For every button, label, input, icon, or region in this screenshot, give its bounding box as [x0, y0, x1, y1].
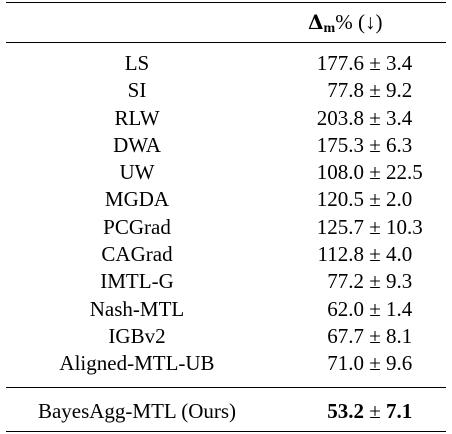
table-row: MGDA 120.5 ±2.0 — [6, 186, 446, 213]
top-rule — [6, 2, 446, 4]
table-row: DWA 175.3 ±6.3 — [6, 132, 446, 159]
table-body: LS 177.6 ±3.4 SI 77.8 ±9.2 RLW 203.8 ±3.4 D… — [6, 50, 446, 378]
table-row: Nash-MTL 62.0 ±1.4 — [6, 296, 446, 323]
table-header: Δm% (↓) — [6, 6, 446, 40]
table-row: PCGrad 125.7 ±10.3 — [6, 214, 446, 241]
ours-row: BayesAgg-MTL (Ours) 53.2 ±7.1 — [6, 396, 446, 426]
metric-symbol: Δ — [308, 10, 324, 34]
bottom-rule — [6, 431, 446, 433]
metric-direction: (↓) — [357, 10, 383, 34]
metric-value: 62.0 ±1.4 — [327, 296, 413, 321]
metric-value: 125.7 ±10.3 — [316, 214, 423, 239]
table-row: IMTL-G 77.2 ±9.3 — [6, 268, 446, 295]
metric-value: 108.0 ±22.5 — [316, 160, 423, 185]
table-row: CAGrad 112.8 ±4.0 — [6, 241, 446, 268]
method-name: LS — [124, 51, 150, 75]
metric-value: 77.8 ±9.2 — [327, 78, 413, 103]
method-name: Aligned-MTL-UB — [59, 351, 215, 376]
metric-value: 77.2 ±9.3 — [327, 269, 413, 294]
metric-value: 175.3 ±6.3 — [316, 132, 413, 157]
method-name: Nash-MTL — [89, 296, 185, 321]
metric-value: 112.8 ±4.0 — [317, 242, 413, 267]
table-row: SI 77.8 ±9.2 — [6, 77, 446, 104]
metric-header: Δm% (↓) — [308, 10, 382, 37]
method-name: SI — [127, 78, 147, 103]
table-row: LS 177.6 ±3.4 — [6, 50, 446, 77]
ours-metric-value: 53.2 ±7.1 — [327, 399, 413, 423]
metric-value: 177.6 ±3.4 — [316, 51, 413, 75]
method-name: IMTL-G — [100, 269, 174, 294]
header-rule — [6, 42, 446, 43]
method-name: RLW — [114, 105, 160, 130]
table-row: RLW 203.8 ±3.4 — [6, 105, 446, 132]
table-row: IGBv2 67.7 ±8.1 — [6, 323, 446, 350]
method-name: IGBv2 — [108, 323, 166, 348]
ours-method-name: BayesAgg-MTL (Ours) — [37, 399, 237, 423]
metric-unit: % — [335, 10, 353, 34]
metric-subscript: m — [323, 21, 336, 36]
method-name: DWA — [113, 132, 161, 157]
table-row: Aligned-MTL-UB 71.0 ±9.6 — [6, 350, 446, 377]
table-row: UW 108.0 ±22.5 — [6, 159, 446, 186]
method-name: PCGrad — [103, 214, 171, 239]
metric-value: 120.5 ±2.0 — [316, 187, 413, 212]
metric-value: 71.0 ±9.6 — [327, 351, 413, 376]
ours-separator-rule — [6, 387, 446, 388]
metric-value: 203.8 ±3.4 — [316, 105, 413, 130]
method-name: CAGrad — [101, 242, 173, 267]
method-name: UW — [119, 160, 155, 185]
metric-value: 67.7 ±8.1 — [327, 323, 413, 348]
method-name: MGDA — [104, 187, 170, 212]
